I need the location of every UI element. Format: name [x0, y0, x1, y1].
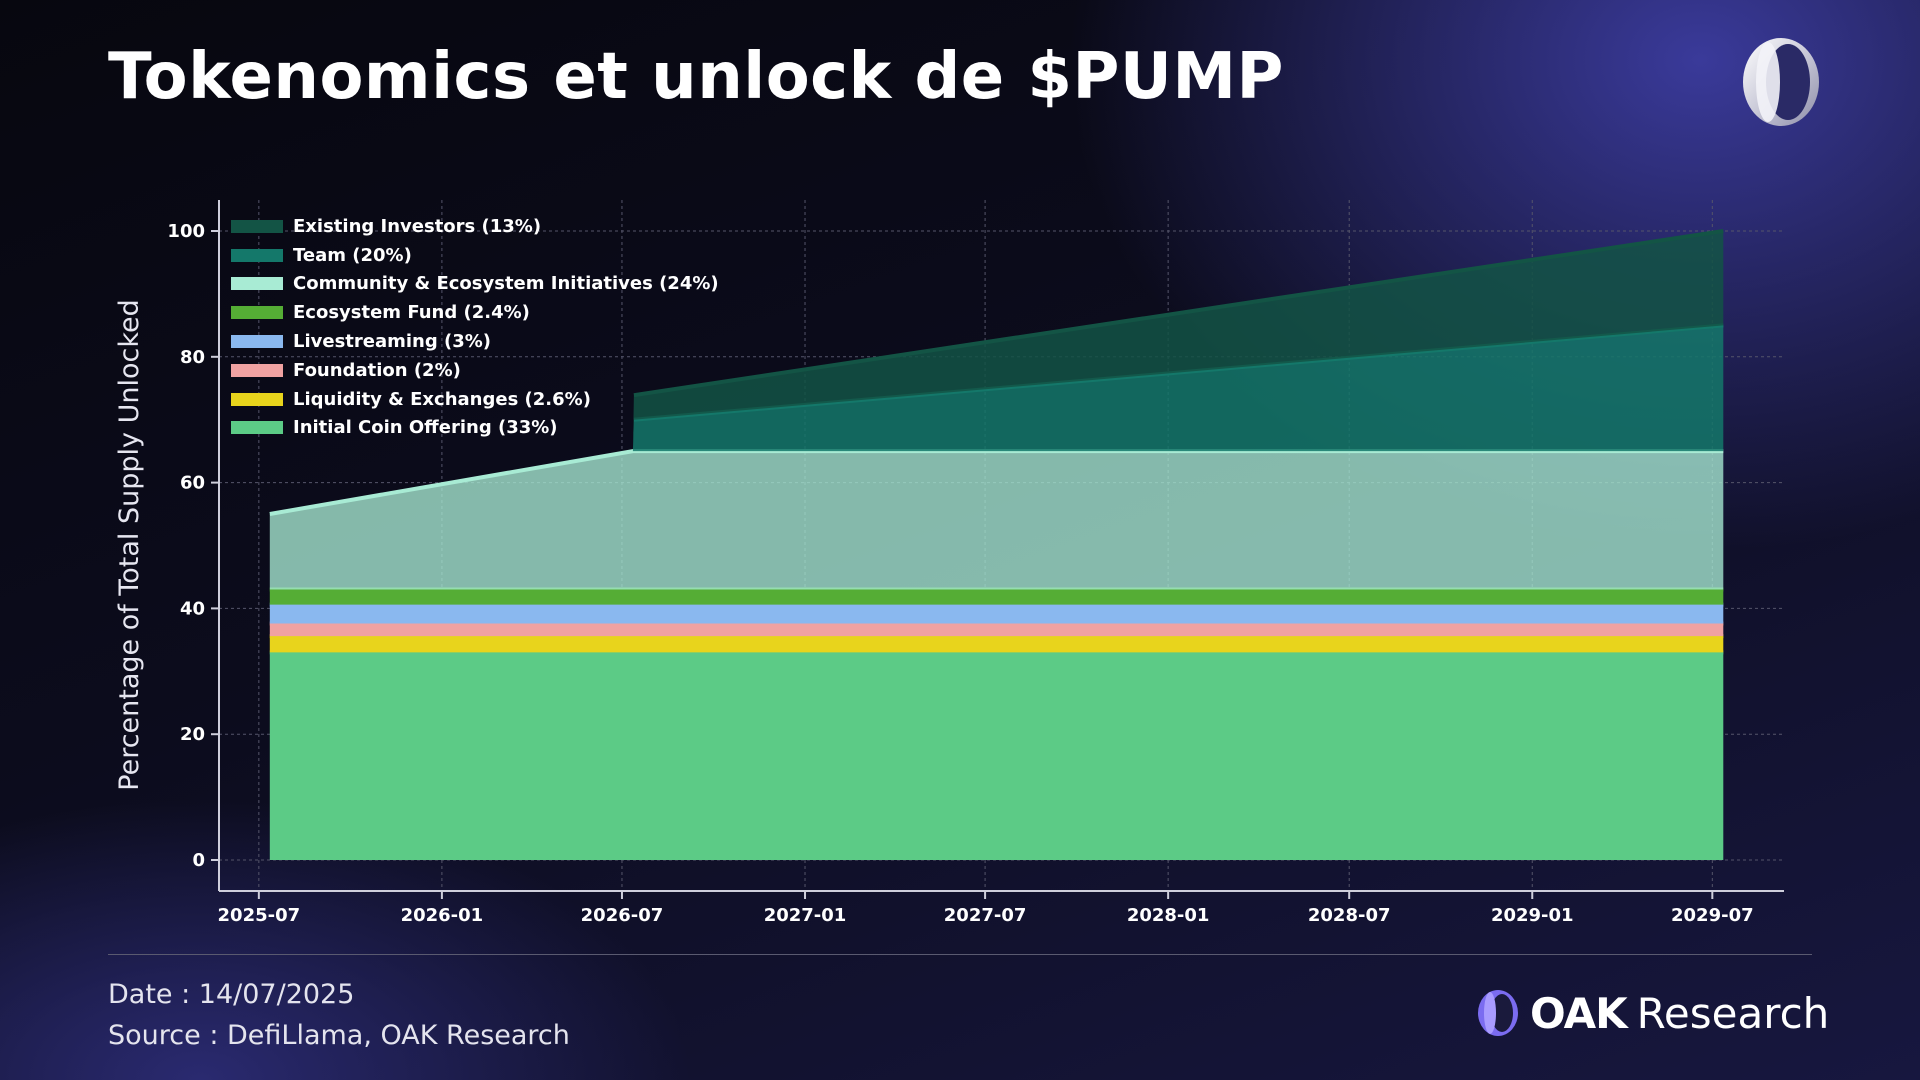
area-4 — [269, 589, 1724, 605]
legend-swatch — [231, 248, 283, 262]
y-tick-label: 60 — [180, 473, 205, 494]
area-6 — [632, 325, 1724, 452]
legend-label: Initial Coin Offering (33%) — [293, 417, 558, 439]
legend-swatch — [231, 219, 283, 233]
area-2 — [269, 623, 1724, 637]
page-title: Tokenomics et unlock de $PUMP — [108, 40, 1284, 114]
legend-entry: Liquidity & Exchanges (2.6%) — [231, 385, 719, 414]
legend-label: Community & Ecosystem Initiatives (24%) — [293, 273, 719, 295]
y-tick-label: 20 — [180, 724, 205, 745]
chart-areas — [269, 229, 1724, 860]
legend-label: Foundation (2%) — [293, 359, 461, 381]
x-tick-label: 2029-07 — [1671, 905, 1754, 926]
legend-swatch — [231, 306, 283, 320]
legend-entry: Ecosystem Fund (2.4%) — [231, 298, 719, 327]
legend-swatch — [231, 363, 283, 377]
oak-brand-icon — [1478, 990, 1518, 1036]
y-tick-label: 80 — [180, 347, 205, 368]
x-tick-label: 2026-01 — [401, 905, 484, 926]
footer-divider — [108, 954, 1812, 955]
area-5 — [269, 451, 1724, 590]
legend-swatch — [231, 421, 283, 435]
chart-legend: Existing Investors (13%) Team (20%) Commun… — [231, 212, 719, 442]
y-tick-label: 0 — [192, 850, 205, 871]
x-tick-label: 2029-01 — [1491, 905, 1574, 926]
brand-name-bold: OAK — [1530, 988, 1628, 1038]
x-tick-label: 2027-01 — [764, 905, 847, 926]
area-0 — [269, 652, 1724, 860]
footer-date: Date : 14/07/2025 — [108, 979, 355, 1010]
legend-entry: Existing Investors (13%) — [231, 212, 719, 241]
legend-label: Existing Investors (13%) — [293, 215, 542, 237]
legend-label: Team (20%) — [293, 244, 412, 266]
x-tick-label: 2026-07 — [581, 905, 664, 926]
oak-logo-icon — [1743, 38, 1819, 126]
legend-entry: Initial Coin Offering (33%) — [231, 414, 719, 443]
brand-logo: OAK Research — [1476, 988, 1829, 1038]
series-line-7 — [633, 229, 1724, 398]
x-tick-label: 2028-07 — [1308, 905, 1391, 926]
area-7 — [632, 231, 1724, 452]
legend-entry: Foundation (2%) — [231, 356, 719, 385]
y-tick-label: 40 — [180, 598, 205, 619]
y-tick-label: 100 — [167, 221, 205, 242]
legend-entry: Community & Ecosystem Initiatives (24%) — [231, 270, 719, 299]
x-tick-label: 2025-07 — [218, 905, 301, 926]
legend-swatch — [231, 277, 283, 291]
footer-source: Source : DefiLlama, OAK Research — [108, 1020, 570, 1051]
brand-name-thin: Research — [1636, 988, 1830, 1038]
legend-entry: Team (20%) — [231, 241, 719, 270]
legend-swatch — [231, 392, 283, 406]
area-1 — [269, 636, 1724, 653]
area-3 — [269, 604, 1724, 624]
x-tick-label: 2027-07 — [944, 905, 1027, 926]
x-tick-label: 2028-01 — [1127, 905, 1210, 926]
legend-label: Liquidity & Exchanges (2.6%) — [293, 388, 591, 410]
legend-label: Ecosystem Fund (2.4%) — [293, 302, 530, 324]
legend-swatch — [231, 335, 283, 349]
legend-entry: Livestreaming (3%) — [231, 327, 719, 356]
y-axis-label: Percentage of Total Supply Unlocked — [114, 299, 145, 790]
legend-label: Livestreaming (3%) — [293, 331, 492, 353]
